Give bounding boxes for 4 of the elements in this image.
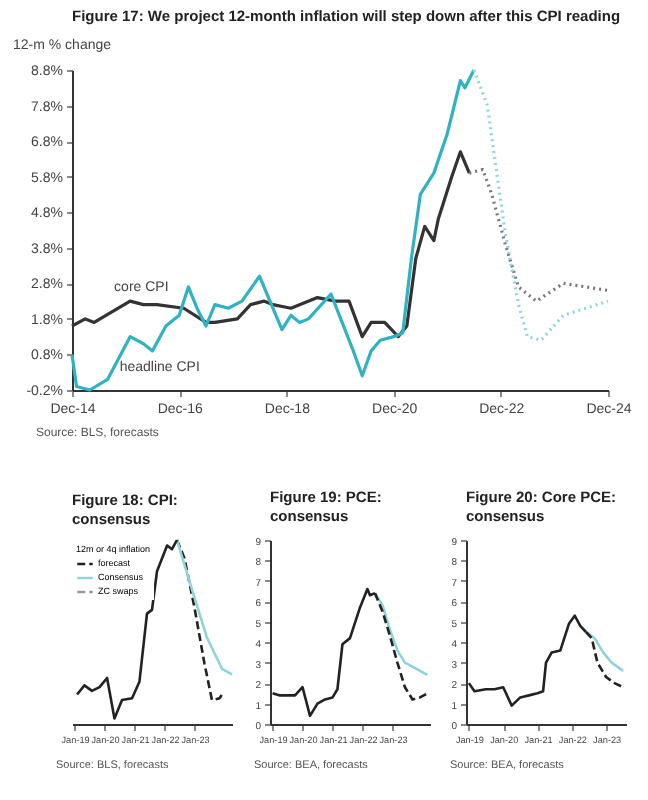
line-series [472,68,610,342]
line-series [373,591,429,677]
line-series [584,630,625,673]
line-series [467,167,610,303]
